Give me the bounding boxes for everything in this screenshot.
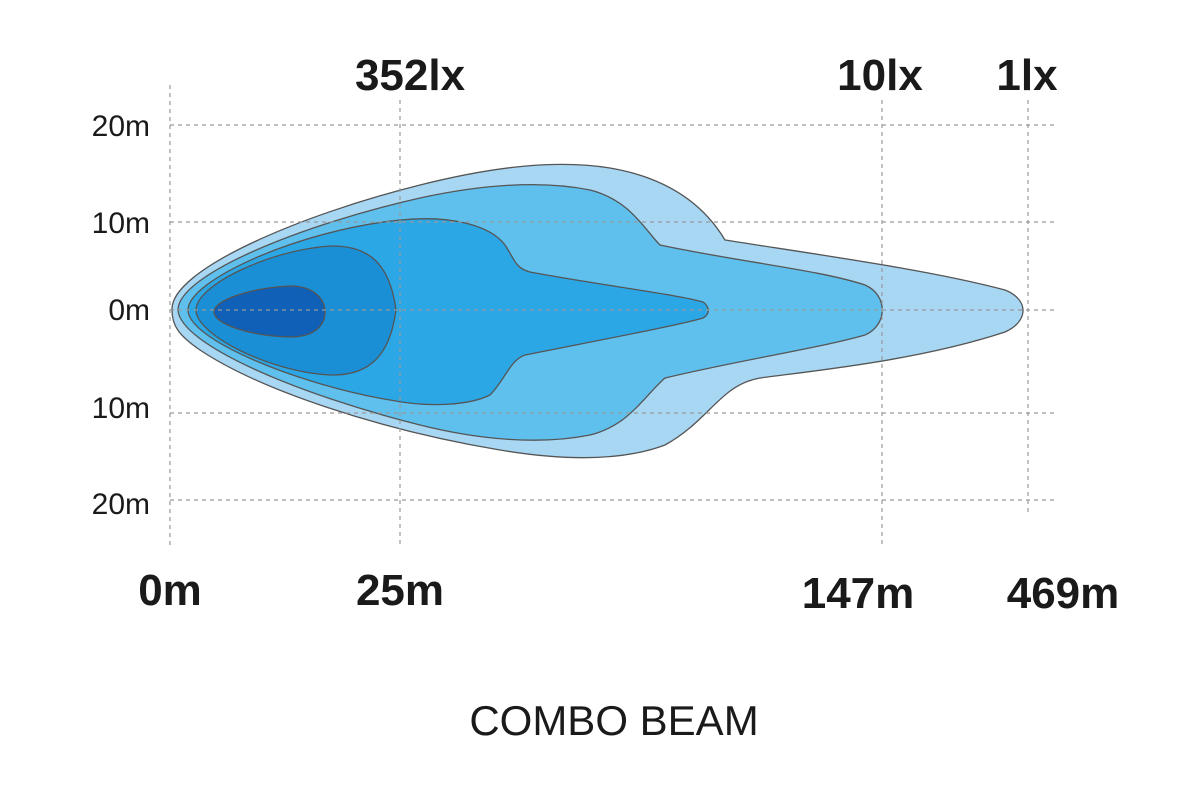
- y-label: 10m: [92, 207, 150, 240]
- lux-label: 352lx: [355, 51, 466, 100]
- y-label: 20m: [92, 488, 150, 521]
- beam-pattern: [171, 163, 1024, 459]
- lux-label: 10lx: [837, 51, 923, 100]
- caption: COMBO BEAM: [469, 697, 758, 744]
- y-label: 10m: [92, 392, 150, 425]
- grid: [169, 85, 1058, 548]
- x-label: 0m: [138, 566, 202, 615]
- lux-label: 1lx: [996, 51, 1058, 100]
- x-label: 147m: [802, 569, 915, 618]
- beam-core: [213, 285, 326, 338]
- y-label: 0m: [108, 294, 150, 327]
- x-label: 25m: [356, 566, 444, 615]
- y-label: 20m: [92, 110, 150, 143]
- x-label: 469m: [1007, 569, 1120, 618]
